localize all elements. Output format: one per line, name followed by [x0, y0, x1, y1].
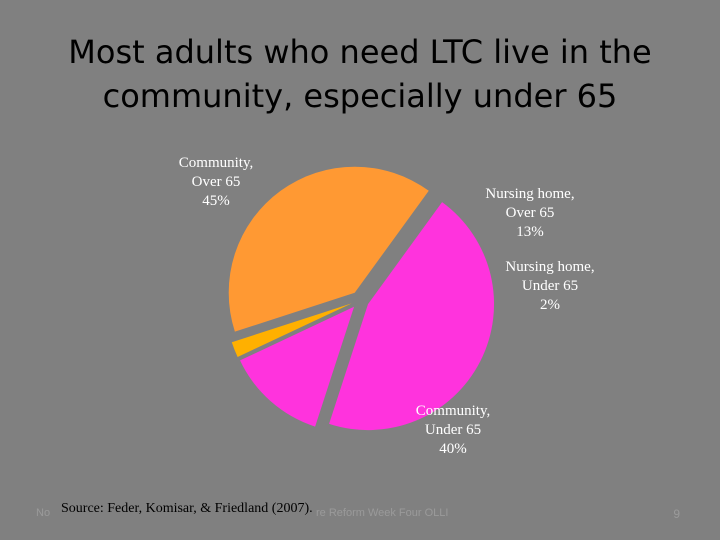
pie-slice-label-1: Community, Over 65 45% — [179, 155, 253, 209]
slide-title: Most adults who need LTC live in the com… — [20, 30, 700, 118]
pie-slice-4 — [228, 166, 429, 332]
slide-title-line-2: community, especially under 65 — [102, 77, 618, 115]
pie-slice-label-2: Nursing home, Over 65 13% — [485, 186, 574, 240]
pie-slice-label-3: Nursing home, Under 65 2% — [505, 259, 594, 313]
slide-title-line-1: Most adults who need LTC live in the — [68, 33, 652, 71]
pie-slice-2 — [240, 306, 355, 427]
pie-slice-label-4: Community, Under 65 40% — [416, 403, 490, 457]
pie-slice-3 — [231, 303, 352, 357]
source-citation: Source: Feder, Komisar, & Friedland (200… — [61, 501, 313, 516]
footer-center-text: re Reform Week Four OLLI — [316, 507, 449, 519]
footer-left-text: No — [36, 507, 51, 519]
page-number: 9 — [673, 507, 680, 521]
pie-slice-1 — [329, 202, 495, 431]
